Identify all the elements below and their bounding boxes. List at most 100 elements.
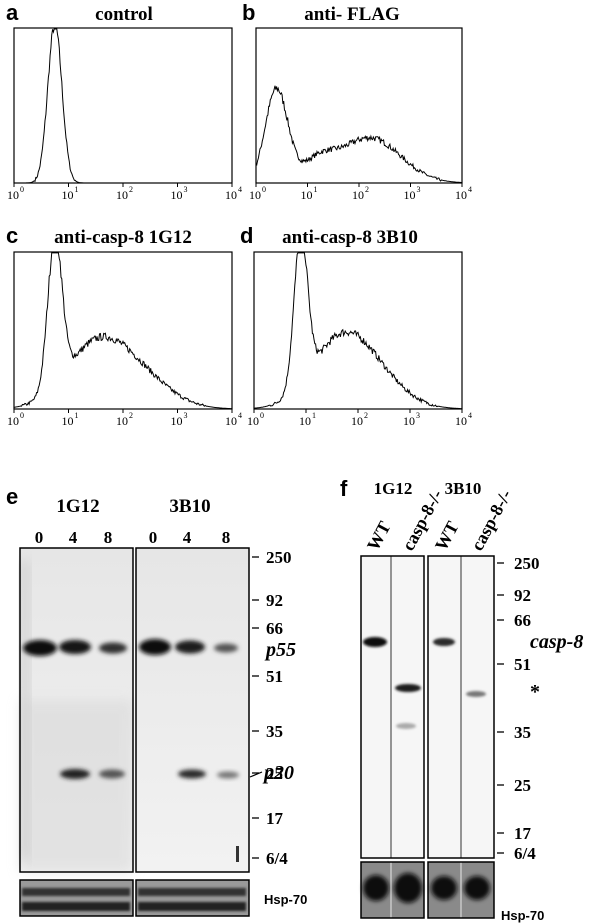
band-star [466, 691, 486, 697]
x-tick-label: 10 [247, 414, 259, 428]
x-tick-exponent: 2 [364, 411, 368, 420]
panel-c: c anti-casp-8 1G12 10 0 10 1 10 2 10 3 10 4 [6, 223, 242, 428]
marker-label: 250 [514, 554, 540, 573]
plot-frame-c [13, 251, 233, 410]
panel-f: f 1G12 3B10 WT casp-8-/- WT casp-8-/- 25… [340, 476, 583, 923]
blot-e-lane-label: 4 [69, 528, 78, 547]
x-tick-exponent: 3 [417, 185, 421, 194]
band-p20 [178, 769, 206, 779]
x-tick-label: 10 [171, 414, 183, 428]
marker-label: 66 [514, 611, 531, 630]
band-p55 [59, 640, 91, 654]
blot-f-loading-label: Hsp-70 [501, 908, 544, 923]
x-tick-exponent: 4 [238, 411, 242, 420]
x-tick-label: 10 [116, 414, 128, 428]
blot-f-band-casp-8: casp-8 [530, 631, 583, 653]
x-tick-label: 10 [351, 414, 363, 428]
blot-e-group-3b10: 3B10 [169, 496, 210, 517]
x-tick-exponent: 2 [129, 185, 133, 194]
marker-label: 25 [514, 776, 531, 795]
x-tick-exponent: 0 [262, 185, 266, 194]
marker-label: 92 [514, 586, 531, 605]
band-star [395, 684, 421, 692]
x-tick-label: 10 [171, 188, 183, 202]
x-tick-label: 10 [455, 188, 467, 202]
marker-label: 51 [266, 667, 283, 686]
blot-e-gel-3b10 [135, 547, 250, 873]
blot-e-group-1g12: 1G12 [56, 496, 99, 517]
band-p55 [175, 640, 205, 654]
marker-label: 35 [266, 722, 283, 741]
blot-f-group-1g12: 1G12 [374, 479, 413, 498]
band-p55 [99, 642, 127, 654]
blot-f-lane-label: WT [431, 518, 463, 554]
x-tick-exponent: 1 [314, 185, 318, 194]
plot-frame-d [253, 251, 463, 410]
x-tick-exponent: 4 [238, 185, 242, 194]
band-p20 [217, 771, 239, 779]
x-tick-label: 10 [62, 414, 74, 428]
blot-f-loading-1g12 [360, 861, 425, 919]
band-casp-8 [433, 638, 455, 646]
marker-label: 51 [514, 655, 531, 674]
x-tick-exponent: 3 [184, 411, 188, 420]
x-tick-label: 10 [301, 188, 313, 202]
blot-f-band-star: * [530, 681, 540, 703]
x-tick-exponent: 0 [20, 185, 24, 194]
panel-title-d: anti-casp-8 3B10 [282, 227, 418, 248]
marker-label: 35 [514, 723, 531, 742]
blot-e-markers: 250 92 66 51 35 25 17 6/4 [252, 548, 292, 868]
blot-e-lane-label: 0 [35, 528, 44, 547]
marker-label: 17 [514, 824, 532, 843]
x-tick-exponent: 3 [416, 411, 420, 420]
x-tick-exponent: 2 [129, 411, 133, 420]
x-tick-exponent: 3 [184, 185, 188, 194]
blot-e-band-p55: p55 [264, 639, 296, 661]
x-tick-label: 10 [116, 188, 128, 202]
histogram-line-c [13, 252, 232, 410]
marker-label: 66 [266, 619, 283, 638]
x-tick-exponent: 0 [260, 411, 264, 420]
x-tick-exponent: 2 [365, 185, 369, 194]
panel-title-a: control [95, 4, 153, 25]
panel-letter-d: d [240, 223, 253, 248]
x-tick-label: 10 [352, 188, 364, 202]
band-p55 [214, 643, 238, 653]
blot-e-lane-label: 0 [149, 528, 158, 547]
blot-e-gel-1g12 [19, 547, 134, 873]
panel-a: a control 10 0 10 1 10 2 10 3 10 4 [6, 0, 242, 202]
marker-label: 6/4 [514, 844, 536, 863]
blot-e-band-p20: p20 [262, 762, 294, 784]
blot-f-group-3b10: 3B10 [445, 479, 482, 498]
panel-title-b: anti- FLAG [304, 4, 400, 25]
marker-label: 17 [266, 809, 284, 828]
x-tick-label: 10 [249, 188, 261, 202]
panel-e: e 1G12 3B10 0 4 8 0 4 8 [6, 484, 307, 917]
panel-letter-a: a [6, 0, 19, 25]
x-axis-ticks-d: 10 0 10 1 10 2 10 3 10 4 [247, 409, 472, 428]
marker-label: 250 [266, 548, 292, 567]
blot-e-loading-label: Hsp-70 [264, 892, 307, 907]
blot-e-lane-label: 8 [222, 528, 231, 547]
x-tick-label: 10 [299, 414, 311, 428]
x-tick-label: 10 [62, 188, 74, 202]
panel-letter-b: b [242, 0, 255, 25]
band-p55 [139, 639, 171, 655]
histogram-line-d [253, 252, 462, 410]
x-tick-exponent: 1 [312, 411, 316, 420]
x-axis-ticks-b: 10 0 10 1 10 2 10 3 10 4 [249, 183, 472, 202]
blot-e-lane-label: 4 [183, 528, 192, 547]
panel-title-c: anti-casp-8 1G12 [54, 227, 192, 248]
blot-e-loading-1g12 [19, 879, 134, 917]
x-tick-exponent: 4 [468, 185, 472, 194]
blot-f-gel-3b10 [427, 555, 495, 859]
blot-f-loading-3b10 [427, 861, 495, 919]
panel-letter-f: f [340, 476, 348, 501]
band-p20 [99, 769, 125, 779]
histogram-line-b [255, 85, 462, 183]
marker-label: 6/4 [266, 849, 288, 868]
x-tick-exponent: 1 [75, 185, 79, 194]
panel-b: b anti- FLAG 10 0 10 1 10 2 10 3 10 4 [242, 0, 472, 202]
